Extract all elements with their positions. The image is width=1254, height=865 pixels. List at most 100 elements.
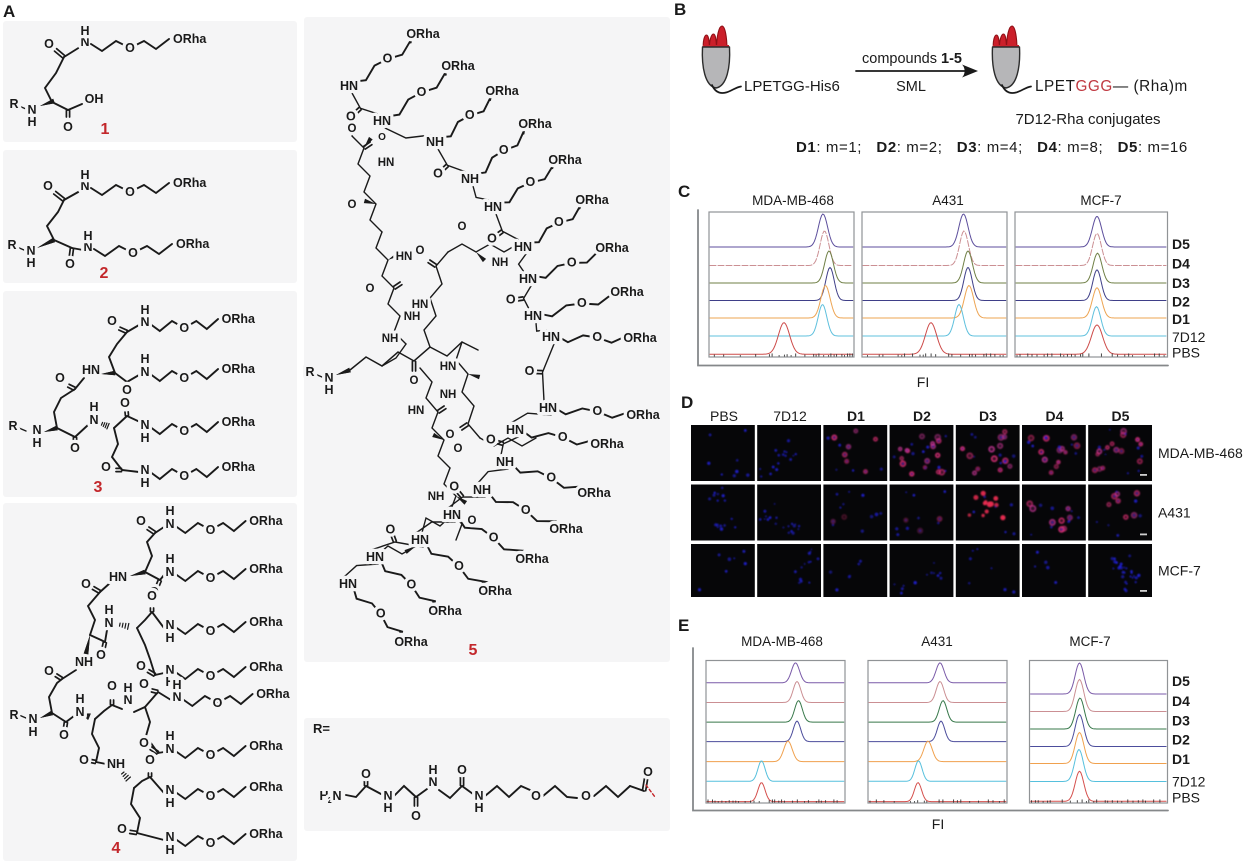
- svg-text:A431: A431: [1158, 505, 1191, 521]
- svg-text:O: O: [489, 530, 499, 544]
- svg-text:O: O: [458, 221, 467, 233]
- svg-text:O: O: [348, 199, 357, 211]
- svg-text:D4: D4: [1172, 256, 1190, 272]
- svg-text:C: C: [678, 182, 690, 201]
- svg-text:O: O: [581, 789, 591, 803]
- svg-text:D5: D5: [1172, 673, 1190, 689]
- svg-text:O: O: [486, 433, 496, 447]
- svg-text:HN: HN: [506, 423, 524, 437]
- svg-text:O: O: [206, 624, 216, 638]
- svg-text:O: O: [139, 677, 149, 691]
- svg-text:D1: D1: [1172, 311, 1190, 327]
- svg-text:O: O: [526, 175, 536, 189]
- svg-text:A: A: [3, 2, 15, 21]
- svg-text:H: H: [83, 229, 92, 243]
- svg-text:ORha: ORha: [515, 552, 549, 566]
- svg-text:HN: HN: [408, 405, 425, 417]
- svg-text:OH: OH: [85, 92, 104, 106]
- svg-text:D5: D5: [1172, 236, 1190, 252]
- svg-text:O: O: [407, 578, 417, 592]
- svg-text:O: O: [149, 585, 159, 599]
- svg-text:R: R: [305, 365, 314, 379]
- svg-text:N: N: [140, 463, 149, 477]
- svg-text:O: O: [499, 143, 509, 157]
- svg-text:N: N: [89, 413, 98, 427]
- svg-text:FI: FI: [932, 816, 944, 832]
- svg-text:D3: D3: [1172, 275, 1190, 291]
- svg-text:HN: HN: [378, 157, 395, 169]
- svg-text:HN: HN: [412, 299, 429, 311]
- svg-text:H: H: [140, 476, 149, 490]
- svg-text:ORha: ORha: [577, 486, 611, 500]
- svg-text:LPETGGG— (Rha)m: LPETGGG— (Rha)m: [1035, 78, 1188, 95]
- svg-text:SML: SML: [896, 79, 926, 95]
- svg-text:N: N: [80, 179, 89, 193]
- svg-text:ORha: ORha: [485, 84, 519, 98]
- svg-text:NH: NH: [461, 172, 479, 186]
- svg-text:B: B: [674, 0, 686, 19]
- svg-text:N: N: [165, 517, 174, 531]
- svg-text:HN: HN: [366, 550, 384, 564]
- svg-text:D1: m=1; D2: m=2; D3: m=4;: D1: m=1; D2: m=2; D3: m=4; D4: m=8; D5: …: [796, 139, 1188, 156]
- svg-text:MCF-7: MCF-7: [1080, 193, 1121, 208]
- svg-text:O: O: [117, 822, 127, 836]
- svg-text:O: O: [592, 330, 602, 344]
- svg-text:O: O: [44, 37, 54, 51]
- svg-text:O: O: [206, 523, 216, 537]
- svg-text:ORha: ORha: [441, 59, 475, 73]
- svg-text:H: H: [165, 631, 174, 645]
- svg-text:O: O: [366, 283, 375, 295]
- svg-text:O: O: [411, 809, 421, 823]
- svg-text:MCF-7: MCF-7: [1158, 563, 1201, 579]
- svg-text:5: 5: [469, 642, 478, 659]
- svg-text:HN: HN: [373, 114, 391, 128]
- svg-text:H: H: [140, 431, 149, 445]
- svg-text:N: N: [140, 315, 149, 329]
- svg-text:R: R: [9, 97, 18, 111]
- svg-text:O: O: [386, 522, 396, 536]
- svg-text:O: O: [346, 110, 356, 124]
- svg-text:7D12: 7D12: [773, 408, 807, 424]
- svg-text:O: O: [107, 314, 117, 328]
- svg-text:ORha: ORha: [518, 117, 552, 131]
- svg-text:HN: HN: [340, 79, 358, 93]
- svg-text:2: 2: [100, 265, 109, 282]
- svg-text:ORha: ORha: [626, 408, 660, 422]
- svg-text:O: O: [145, 753, 155, 767]
- svg-text:ORha: ORha: [249, 827, 283, 841]
- svg-text:H: H: [123, 681, 132, 695]
- svg-text:A431: A431: [932, 193, 964, 208]
- svg-text:R: R: [9, 708, 18, 722]
- svg-text:N: N: [165, 565, 174, 579]
- svg-text:H: H: [32, 436, 41, 450]
- svg-text:O: O: [79, 753, 89, 767]
- svg-text:H: H: [165, 504, 174, 518]
- svg-text:R: R: [8, 419, 17, 433]
- svg-text:O: O: [206, 571, 216, 585]
- svg-text:ORha: ORha: [249, 780, 283, 794]
- svg-text:O: O: [521, 503, 531, 517]
- svg-text:ORha: ORha: [173, 32, 207, 46]
- svg-text:O: O: [454, 443, 463, 455]
- svg-text:N: N: [140, 418, 149, 432]
- svg-text:N: N: [172, 690, 181, 704]
- svg-text:O: O: [206, 789, 216, 803]
- svg-text:O: O: [531, 789, 541, 803]
- svg-text:N: N: [123, 693, 132, 707]
- svg-text:O: O: [376, 607, 386, 621]
- svg-text:O: O: [43, 179, 53, 193]
- svg-text:O: O: [465, 108, 475, 122]
- svg-text:O: O: [179, 321, 189, 335]
- svg-text:N: N: [140, 365, 149, 379]
- svg-text:H: H: [165, 675, 174, 689]
- svg-text:7D12: 7D12: [1172, 774, 1206, 790]
- svg-text:N: N: [383, 789, 392, 803]
- svg-text:HN: HN: [411, 533, 429, 547]
- svg-text:PBS: PBS: [1172, 345, 1200, 361]
- svg-text:O: O: [101, 460, 111, 474]
- svg-text:N: N: [83, 240, 92, 254]
- svg-text:HN: HN: [443, 508, 461, 522]
- svg-text:O: O: [81, 577, 91, 591]
- svg-text:H: H: [26, 256, 35, 270]
- svg-text:NH: NH: [382, 333, 399, 345]
